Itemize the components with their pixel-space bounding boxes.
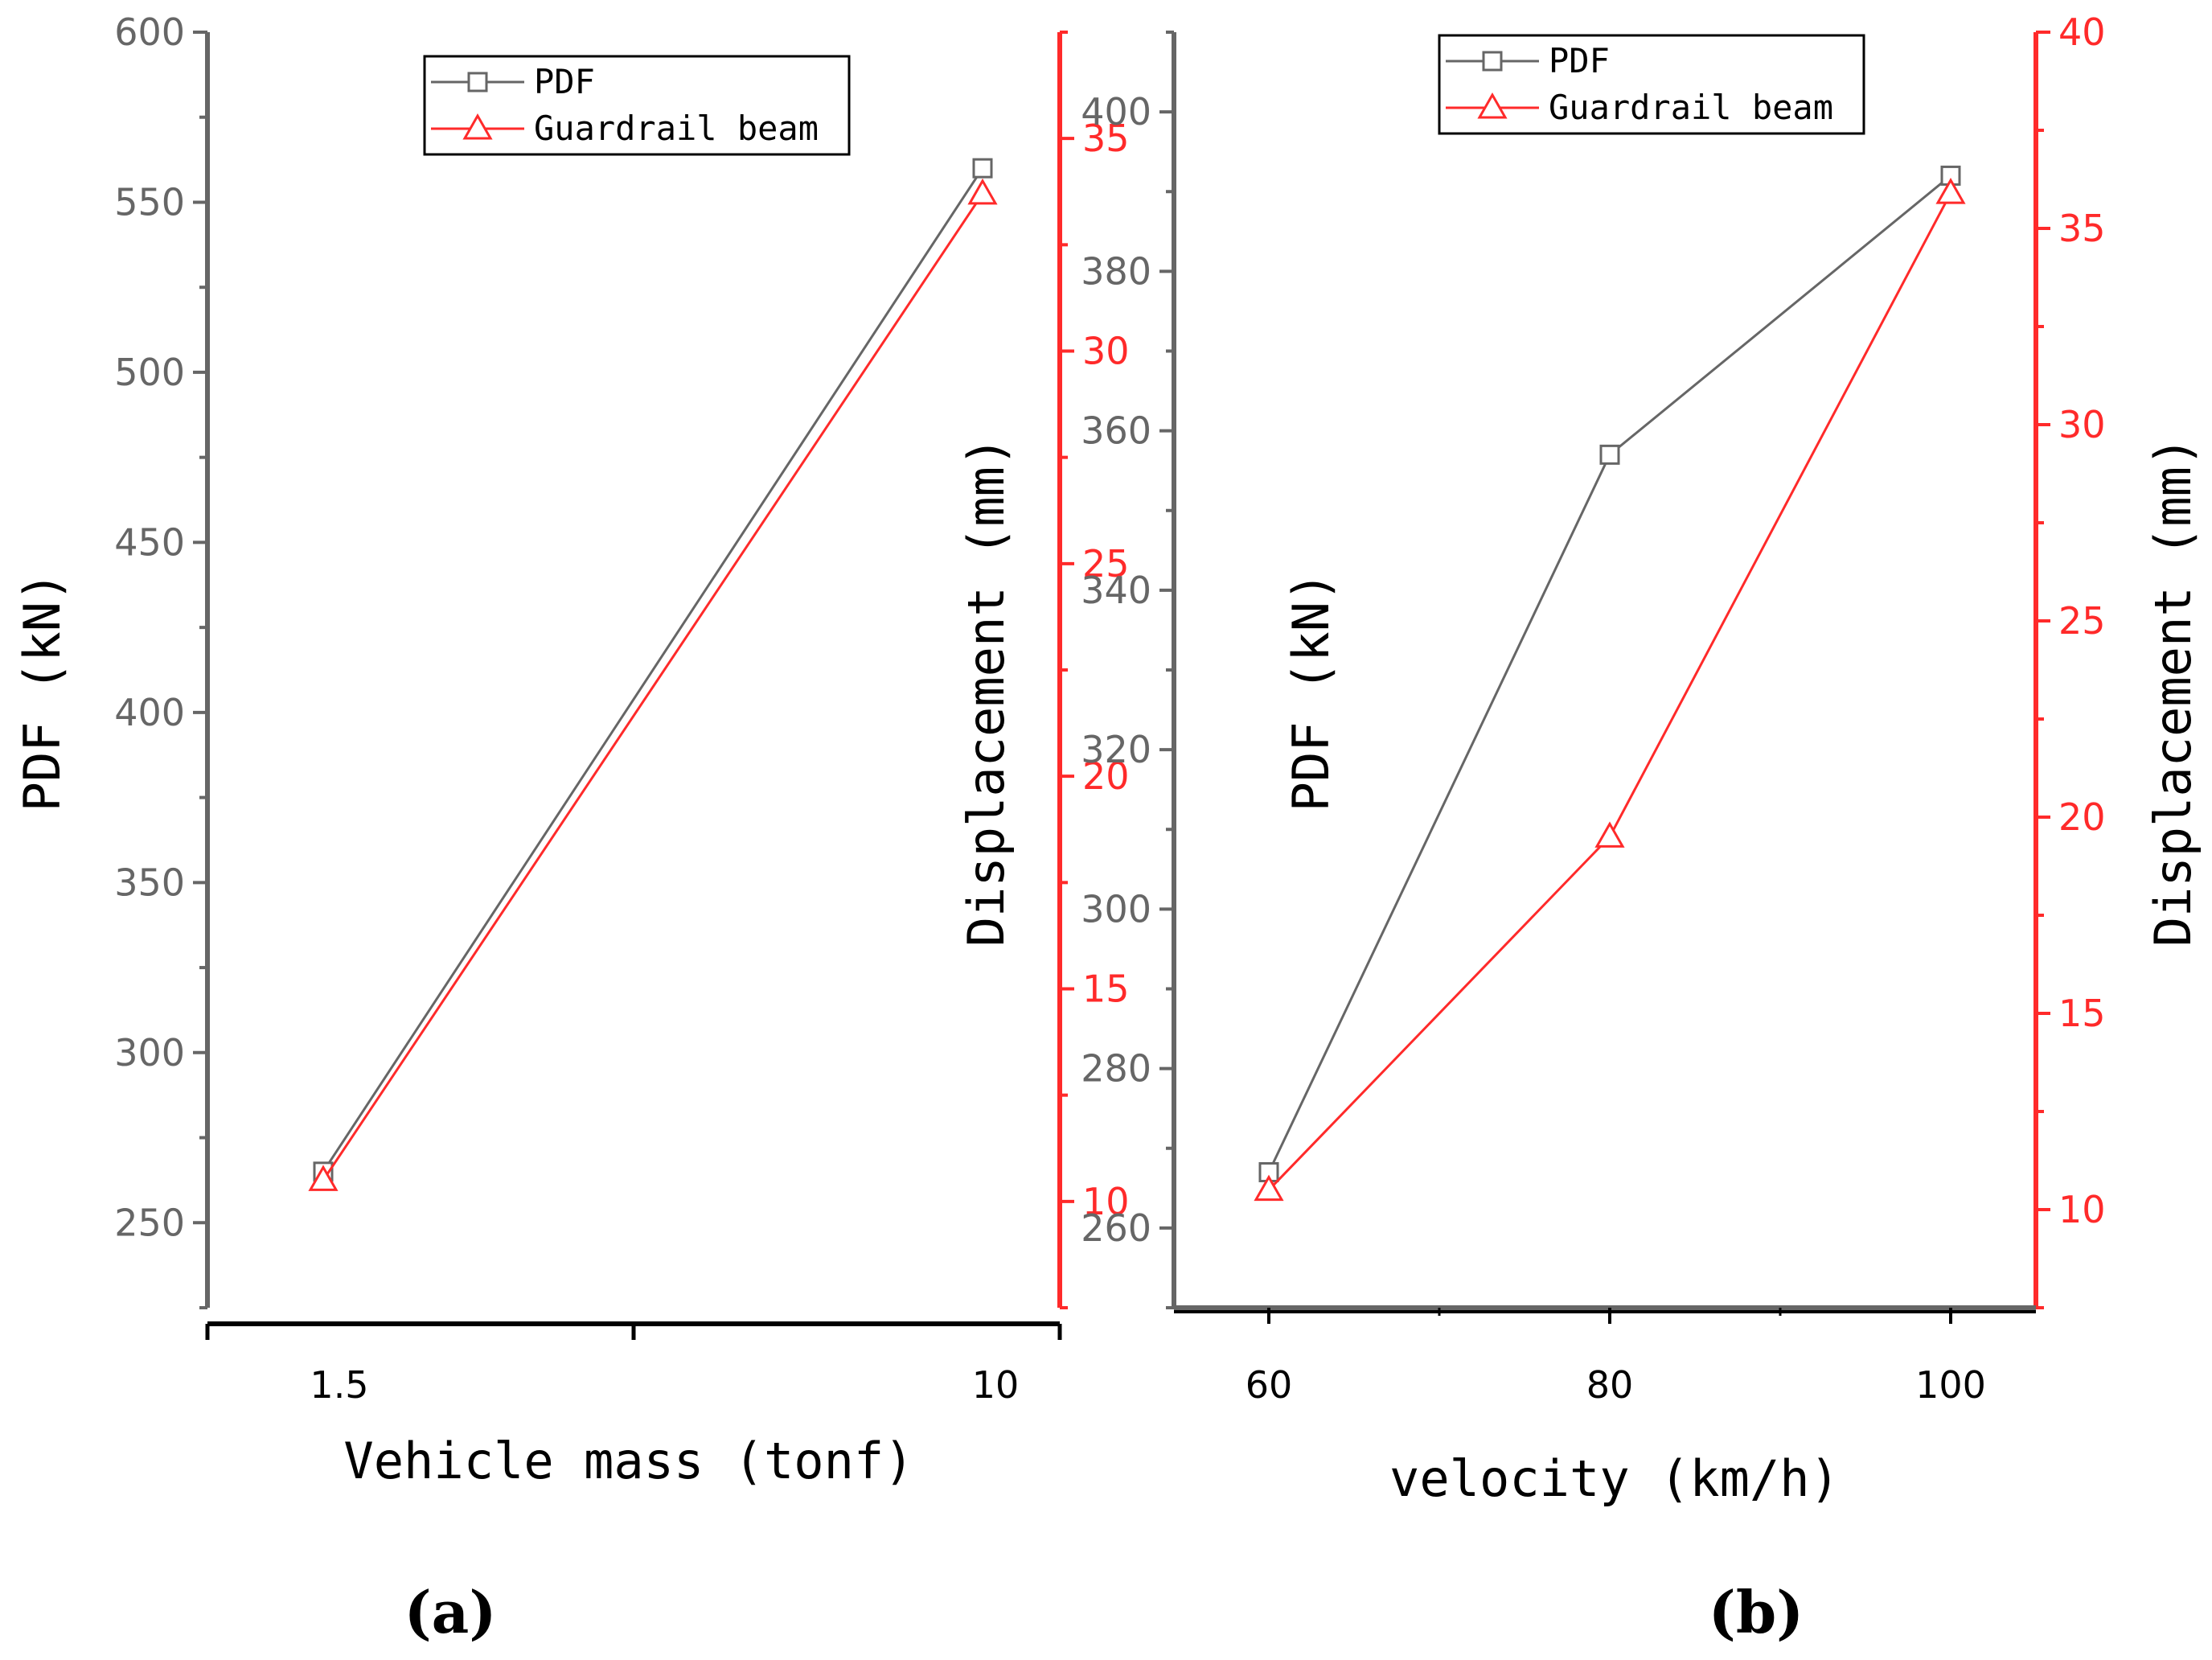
legend-label: PDF [1549, 41, 1610, 80]
right-y-tick-label: 15 [1082, 968, 1130, 1011]
right-y-tick-label: 10 [2058, 1188, 2106, 1231]
right-y-tick-label: 25 [2058, 599, 2106, 643]
right-y-tick-label: 10 [1082, 1180, 1130, 1223]
right-y-tick-label: 15 [2058, 992, 2106, 1035]
data-point-pdf [972, 158, 993, 179]
left-y-tick-label: 280 [1081, 1047, 1151, 1091]
left-y-tick-label: 400 [1081, 90, 1151, 134]
right-y-tick-label: 30 [1082, 330, 1130, 373]
left-y-axis-title: PDF (kN) [1282, 572, 1340, 812]
left-y-tick-label: 450 [114, 520, 185, 564]
x-tick-label: 10 [972, 1363, 1020, 1407]
left-y-tick-label: 250 [114, 1201, 185, 1244]
left-y-tick-label: 400 [114, 691, 185, 734]
legend-triangle-icon [1477, 92, 1508, 119]
left-y-axis-title: PDF (kN) [13, 572, 72, 812]
left-y-tick-label: 320 [1081, 728, 1151, 771]
right-y-tick-label: 20 [1082, 754, 1130, 798]
x-tick-label: 100 [1915, 1363, 1986, 1407]
data-point-guardrail-beam [1594, 821, 1625, 848]
left-y-tick-label: 600 [114, 10, 185, 54]
left-y-tick-label: 300 [114, 1031, 185, 1074]
x-tick-label: 60 [1246, 1363, 1293, 1407]
x-tick-label: 1.5 [310, 1363, 368, 1407]
right-y-tick-label: 35 [1082, 117, 1130, 160]
right-y-tick-label: 30 [2058, 403, 2106, 446]
left-y-tick-label: 550 [114, 180, 185, 224]
panel-label: (a) [404, 1578, 497, 1646]
series-line-guardrail-beam [1267, 192, 1952, 1191]
data-point-pdf [1599, 444, 1620, 465]
panel-label: (b) [1709, 1578, 1804, 1646]
legend-label: Guardrail beam [534, 109, 819, 148]
series-line-pdf [1267, 175, 1951, 1173]
left-y-tick-label: 350 [114, 861, 185, 904]
chart-panel-b: 260 280 300 320 340 360 380 400 10 15 20 25 30 35 40 60… [1081, 10, 2202, 1646]
left-y-tick-label: 300 [1081, 887, 1151, 931]
left-y-tick-label: 340 [1081, 569, 1151, 612]
right-y-tick-label: 35 [2058, 207, 2106, 250]
legend-label: PDF [534, 62, 595, 101]
legend: PDF Guardrail beam [1438, 34, 1865, 135]
data-point-guardrail-beam [967, 178, 998, 205]
left-y-tick-label: 360 [1081, 409, 1151, 453]
left-y-tick-label: 500 [114, 351, 185, 394]
series-line-pdf [322, 167, 984, 1173]
right-y-axis-title: Displacement (mm) [957, 437, 1016, 947]
x-axis-title: velocity (km/h) [1389, 1449, 1840, 1508]
series-line-guardrail-beam [322, 193, 984, 1181]
right-y-tick-label: 20 [2058, 795, 2106, 839]
right-y-tick-label: 40 [2058, 10, 2106, 54]
legend-box [423, 55, 851, 156]
data-point-guardrail-beam [308, 1165, 339, 1191]
left-y-tick-label: 260 [1081, 1206, 1151, 1250]
legend-triangle-icon [462, 113, 493, 140]
legend-square-icon [1482, 51, 1503, 72]
legend-label: Guardrail beam [1549, 88, 1833, 127]
right-y-tick-label: 25 [1082, 542, 1130, 586]
right-y-axis-title: Displacement (mm) [2144, 437, 2202, 947]
data-point-guardrail-beam [1254, 1174, 1284, 1202]
x-axis-title: Vehicle mass (tonf) [343, 1432, 913, 1490]
legend: PDF Guardrail beam [423, 55, 851, 156]
x-tick-label: 80 [1586, 1363, 1634, 1407]
data-point-guardrail-beam [1935, 178, 1966, 204]
left-y-tick-label: 380 [1081, 249, 1151, 293]
legend-square-icon [467, 72, 488, 92]
legend-box [1438, 34, 1865, 135]
chart-panel-a: 250 300 350 400 450 500 550 600 10 15 20 25 30 35 1.5 1… [13, 10, 1130, 1646]
